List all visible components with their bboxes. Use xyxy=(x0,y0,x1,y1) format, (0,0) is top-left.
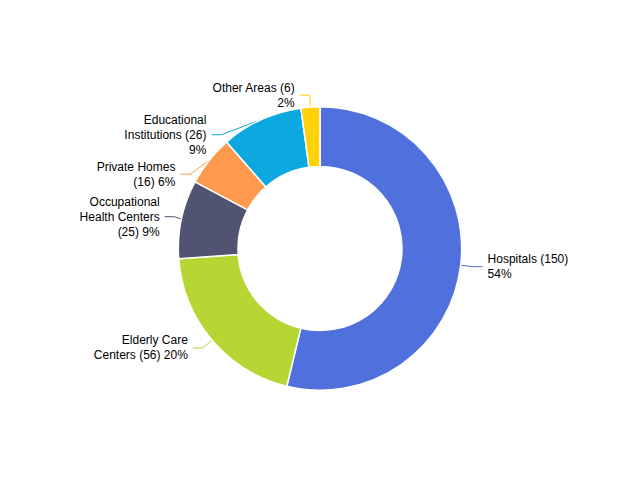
svg-text:(25) 9%: (25) 9% xyxy=(118,225,160,239)
svg-text:Hospitals (150): Hospitals (150) xyxy=(488,252,569,266)
svg-text:Health Centers: Health Centers xyxy=(80,210,160,224)
svg-text:2%: 2% xyxy=(277,96,295,110)
svg-text:Private Homes: Private Homes xyxy=(97,160,176,174)
svg-text:(16) 6%: (16) 6% xyxy=(133,175,175,189)
svg-text:Elderly Care: Elderly Care xyxy=(122,333,188,347)
svg-text:Occupational: Occupational xyxy=(90,195,160,209)
svg-text:Institutions (26): Institutions (26) xyxy=(124,128,206,142)
svg-text:54%: 54% xyxy=(488,267,512,281)
svg-text:Educational: Educational xyxy=(144,113,207,127)
svg-text:9%: 9% xyxy=(189,143,207,157)
svg-text:Centers (56) 20%: Centers (56) 20% xyxy=(94,348,188,362)
svg-text:Other Areas (6): Other Areas (6) xyxy=(213,81,295,95)
